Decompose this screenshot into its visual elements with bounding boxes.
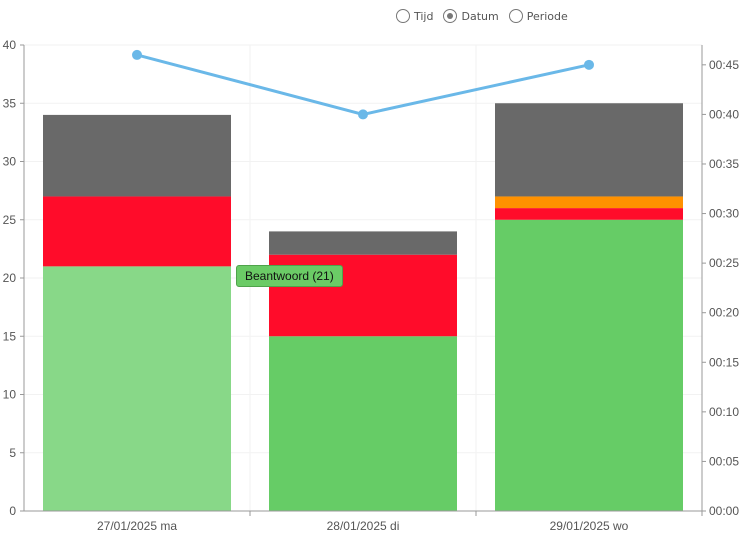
bar-tooltip: Beantwoord (21) <box>236 265 343 288</box>
y-right-tick-label: 00:15 <box>709 355 739 369</box>
y-right-tick-label: 00:40 <box>709 107 739 121</box>
y-left-tick-label: 40 <box>3 38 17 52</box>
line-point <box>132 49 142 60</box>
bar-segment <box>495 103 683 197</box>
y-right-tick-label: 00:35 <box>709 157 739 171</box>
bar-segment <box>43 196 231 267</box>
x-tick-label: 29/01/2025 wo <box>550 519 629 533</box>
radio-datum[interactable]: Datum <box>443 9 499 23</box>
x-tick-label: 28/01/2025 di <box>327 519 400 533</box>
bar-segment <box>269 336 457 511</box>
radio-periode-circle <box>508 9 523 23</box>
y-right-tick-label: 00:10 <box>709 405 739 419</box>
radio-tijd[interactable]: Tijd <box>396 9 433 23</box>
y-right-tick-label: 00:25 <box>709 256 739 270</box>
y-left-tick-label: 30 <box>3 155 17 169</box>
y-left-tick-label: 5 <box>9 446 16 460</box>
y-right-tick-label: 00:45 <box>709 58 739 72</box>
y-left-tick-label: 25 <box>3 213 17 227</box>
radio-tijd-circle <box>396 9 410 23</box>
bar-segment <box>269 231 457 255</box>
y-right-tick-label: 00:30 <box>709 207 739 221</box>
y-left-tick-label: 35 <box>3 96 17 110</box>
y-left-tick-label: 15 <box>3 329 17 343</box>
view-toggle: Tijd Datum Periode <box>396 9 578 23</box>
y-left-tick-label: 0 <box>9 504 16 518</box>
y-right-tick-label: 00:00 <box>709 504 739 518</box>
radio-tijd-label: Tijd <box>414 9 434 23</box>
bar-segment <box>495 208 683 220</box>
bar-segment <box>43 114 231 197</box>
y-right-tick-label: 00:05 <box>709 454 739 468</box>
line-point <box>358 109 368 120</box>
y-left-tick-label: 10 <box>3 388 17 402</box>
y-left-tick-label: 20 <box>3 271 17 285</box>
bar-segment <box>43 266 231 511</box>
x-tick-label: 27/01/2025 ma <box>97 519 177 533</box>
bar-segment <box>495 219 683 511</box>
y-right-tick-label: 00:20 <box>709 306 739 320</box>
radio-datum-circle <box>443 9 458 23</box>
bar-segment <box>495 196 683 209</box>
radio-periode-label: Periode <box>526 9 568 23</box>
radio-periode[interactable]: Periode <box>508 9 568 23</box>
radio-datum-label: Datum <box>461 9 499 23</box>
line-point <box>584 59 594 70</box>
